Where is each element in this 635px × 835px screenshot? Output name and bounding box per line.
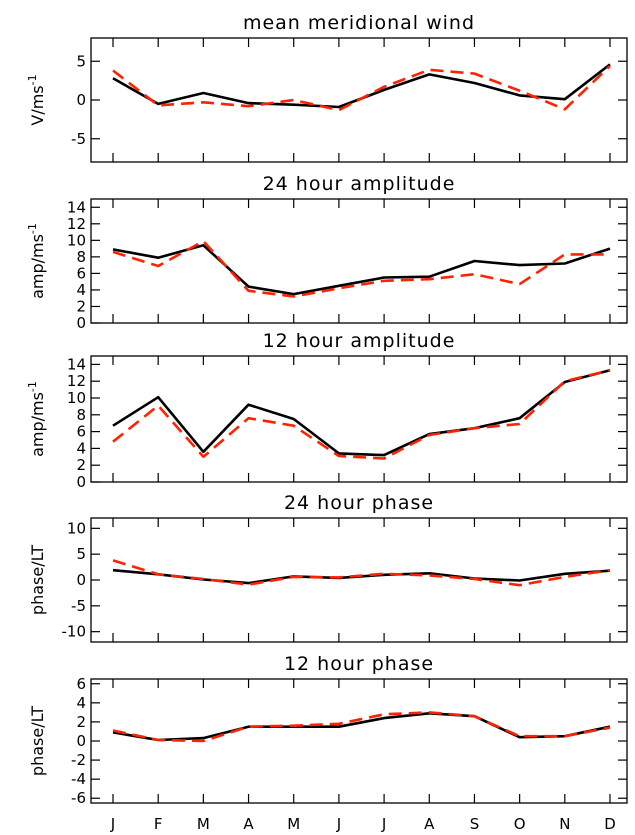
y-axis-label-text: amp/ms <box>28 392 47 457</box>
y-tick-label: 0 <box>76 314 86 332</box>
y-axis-label-text: phase/LT <box>28 706 47 776</box>
y-tick-label: 12 <box>67 372 86 390</box>
y-axis-label: V/ms-1 <box>26 74 47 125</box>
y-tick-label: 14 <box>67 198 86 216</box>
y-tick-label: -5 <box>71 597 86 615</box>
y-tick-label: 2 <box>76 297 86 315</box>
panel-title: mean meridional wind <box>243 12 475 34</box>
y-axis-label: phase/LT <box>28 706 47 776</box>
y-tick-label: 10 <box>67 389 86 407</box>
series-solid-line <box>112 244 611 296</box>
plot-frame <box>90 517 628 643</box>
x-tick-label: O <box>514 815 526 833</box>
y-tick-label: -6 <box>71 789 86 807</box>
y-axis-label: phase/LT <box>28 545 47 615</box>
plot-frame <box>90 355 628 483</box>
y-tick-label: 2 <box>76 456 86 474</box>
y-tick-label: 6 <box>76 423 86 441</box>
y-axis-label-text: amp/ms <box>28 234 47 299</box>
x-tick-label: J <box>110 815 115 833</box>
y-tick-label: 4 <box>76 439 86 457</box>
series-dashed-line <box>112 369 611 460</box>
y-tick-label: 10 <box>67 519 86 537</box>
y-tick-label: 2 <box>76 713 86 731</box>
y-tick-label: 0 <box>76 571 86 589</box>
panel-title: 12 hour amplitude <box>263 330 456 352</box>
y-tick-label: 14 <box>67 355 86 373</box>
x-tick-label: F <box>154 815 163 833</box>
series-solid-line <box>112 63 611 109</box>
y-tick-label: 12 <box>67 215 86 233</box>
y-axis-label: amp/ms-1 <box>26 223 47 299</box>
y-axis-label-superscript: -1 <box>26 223 39 234</box>
y-axis-label-text: V/ms <box>28 85 47 125</box>
panel-title: 24 hour amplitude <box>263 173 456 195</box>
y-tick-label: 6 <box>76 264 86 282</box>
y-tick-label: 4 <box>76 281 86 299</box>
panel-4: 24 hour phase -10 -5 0 5 10 phase/LT <box>28 492 628 643</box>
series-dashed-line <box>112 64 611 112</box>
panel-title: 24 hour phase <box>284 492 434 514</box>
y-tick-label: -2 <box>71 751 86 769</box>
panel-1: mean meridional wind -5 0 5 V/ms-1 <box>26 12 628 163</box>
y-tick-label: 8 <box>76 406 86 424</box>
y-axis-label-superscript: -1 <box>26 381 39 392</box>
x-tick-label: M <box>287 815 300 833</box>
plot-frame <box>90 678 628 804</box>
x-tick-label: M <box>197 815 210 833</box>
series-solid-line <box>112 369 611 457</box>
y-tick-label: 8 <box>76 248 86 266</box>
x-tick-label: A <box>424 815 435 833</box>
y-axis-label-text: phase/LT <box>28 545 47 615</box>
x-tick-label: A <box>243 815 254 833</box>
y-axis-label-superscript: -1 <box>26 74 39 85</box>
y-tick-label: -5 <box>71 130 86 148</box>
x-tick-label: D <box>604 815 616 833</box>
series-dashed-line <box>112 239 610 298</box>
x-tick-label: S <box>470 815 480 833</box>
plot-frame <box>90 198 628 324</box>
y-tick-label: 10 <box>67 231 86 249</box>
y-tick-label: -10 <box>62 623 87 641</box>
y-tick-label: -4 <box>71 770 86 788</box>
y-tick-label: 4 <box>76 694 86 712</box>
y-tick-label: 5 <box>76 52 86 70</box>
y-tick-label: 5 <box>76 545 86 563</box>
series-dashed-line <box>112 711 611 743</box>
y-tick-label: 0 <box>76 473 86 491</box>
x-tick-label: N <box>559 815 570 833</box>
y-axis-label: amp/ms-1 <box>26 381 47 457</box>
y-tick-label: 0 <box>76 732 86 750</box>
y-tick-label: 6 <box>76 675 86 693</box>
y-tick-label: 0 <box>76 91 86 109</box>
x-tick-label: J <box>381 815 386 833</box>
x-tick-label: J <box>336 815 341 833</box>
series-dashed-line <box>112 559 611 587</box>
panel-title: 12 hour phase <box>284 653 434 675</box>
